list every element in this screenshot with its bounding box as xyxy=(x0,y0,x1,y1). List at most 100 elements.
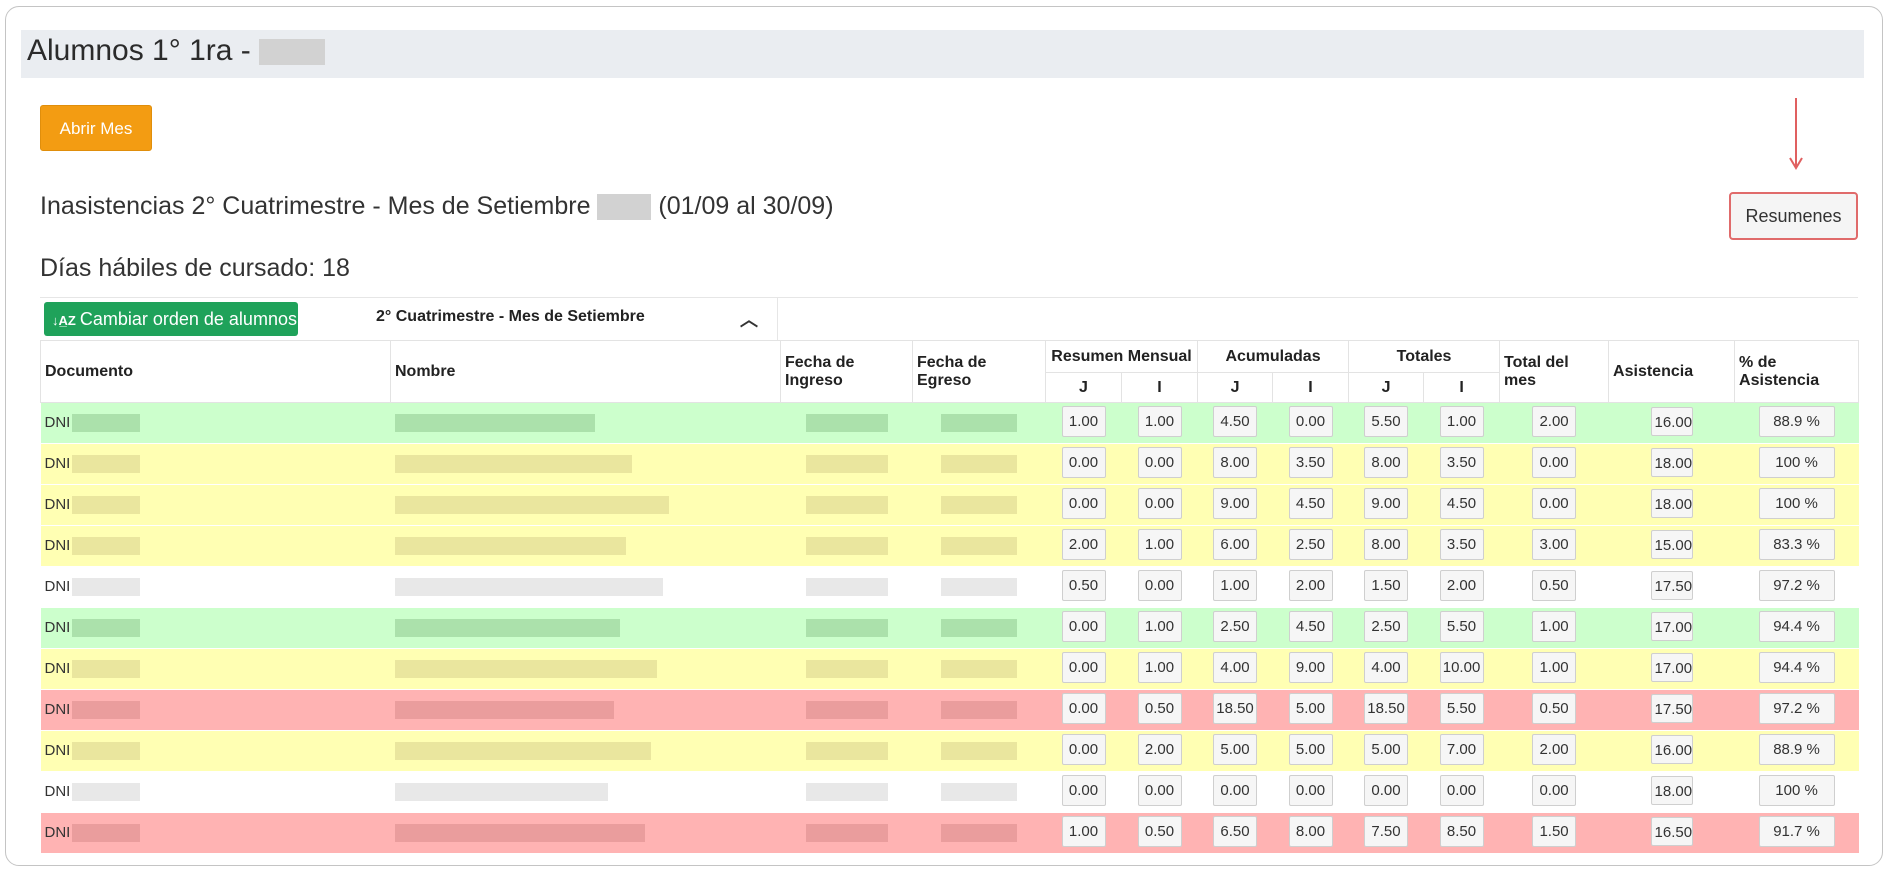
value-box-rm_j[interactable]: 0.00 xyxy=(1061,774,1106,806)
value-box-ac_i[interactable]: 2.00 xyxy=(1288,569,1333,601)
value-box-rm_i[interactable]: 1.00 xyxy=(1137,528,1182,560)
value-box-pct[interactable]: 94.4 % xyxy=(1758,651,1835,683)
value-box-rm_j[interactable]: 0.50 xyxy=(1061,569,1106,601)
value-box-ac_i[interactable]: 8.00 xyxy=(1288,815,1333,847)
header-total-mes[interactable]: Total del mes xyxy=(1499,340,1610,403)
value-box-rm_j[interactable]: 2.00 xyxy=(1061,528,1106,560)
value-box-rm_i[interactable]: 1.00 xyxy=(1137,405,1182,437)
value-box-to_i[interactable]: 1.00 xyxy=(1439,405,1484,437)
value-box-asis[interactable]: 16.50 xyxy=(1650,816,1693,846)
value-box-ac_i[interactable]: 5.00 xyxy=(1288,733,1333,765)
value-box-pct[interactable]: 97.2 % xyxy=(1758,692,1835,724)
value-box-pct[interactable]: 100 % xyxy=(1758,446,1835,478)
header-nombre[interactable]: Nombre xyxy=(390,340,781,403)
value-box-rm_j[interactable]: 1.00 xyxy=(1061,405,1106,437)
value-box-asis[interactable]: 17.00 xyxy=(1650,611,1693,641)
value-box-pct[interactable]: 88.9 % xyxy=(1758,733,1835,765)
value-box-rm_j[interactable]: 0.00 xyxy=(1061,610,1106,642)
value-box-to_i[interactable]: 5.50 xyxy=(1439,610,1484,642)
value-box-ac_j[interactable]: 8.00 xyxy=(1213,446,1258,478)
value-box-rm_j[interactable]: 0.00 xyxy=(1061,651,1106,683)
summaries-button[interactable]: Resumenes xyxy=(1729,192,1858,240)
value-box-rm_i[interactable]: 0.50 xyxy=(1137,815,1182,847)
value-box-asis[interactable]: 17.50 xyxy=(1650,693,1693,723)
value-box-to_j[interactable]: 7.50 xyxy=(1364,815,1409,847)
value-box-to_i[interactable]: 3.50 xyxy=(1439,446,1484,478)
value-box-pct[interactable]: 91.7 % xyxy=(1758,815,1835,847)
header-documento[interactable]: Documento xyxy=(40,340,391,403)
change-order-button[interactable]: ↓A̲Z Cambiar orden de alumnos xyxy=(44,302,298,336)
value-box-mes[interactable]: 0.50 xyxy=(1532,692,1577,724)
value-box-mes[interactable]: 0.50 xyxy=(1532,569,1577,601)
value-box-rm_i[interactable]: 2.00 xyxy=(1137,733,1182,765)
value-box-to_i[interactable]: 3.50 xyxy=(1439,528,1484,560)
value-box-ac_i[interactable]: 0.00 xyxy=(1288,774,1333,806)
value-box-pct[interactable]: 100 % xyxy=(1758,487,1835,519)
value-box-to_j[interactable]: 8.00 xyxy=(1364,446,1409,478)
value-box-mes[interactable]: 0.00 xyxy=(1532,774,1577,806)
value-box-ac_j[interactable]: 5.00 xyxy=(1213,733,1258,765)
value-box-ac_i[interactable]: 9.00 xyxy=(1288,651,1333,683)
value-box-to_j[interactable]: 5.00 xyxy=(1364,733,1409,765)
value-box-mes[interactable]: 1.50 xyxy=(1532,815,1577,847)
value-box-asis[interactable]: 18.00 xyxy=(1650,488,1693,518)
value-box-rm_i[interactable]: 0.00 xyxy=(1137,774,1182,806)
value-box-to_i[interactable]: 7.00 xyxy=(1439,733,1484,765)
value-box-ac_j[interactable]: 9.00 xyxy=(1213,487,1258,519)
value-box-pct[interactable]: 83.3 % xyxy=(1758,528,1835,560)
value-box-to_j[interactable]: 4.00 xyxy=(1364,651,1409,683)
value-box-rm_j[interactable]: 0.00 xyxy=(1061,692,1106,724)
value-box-asis[interactable]: 17.50 xyxy=(1650,570,1693,600)
header-asistencia[interactable]: Asistencia xyxy=(1608,340,1736,403)
value-box-pct[interactable]: 94.4 % xyxy=(1758,610,1835,642)
value-box-rm_i[interactable]: 0.00 xyxy=(1137,569,1182,601)
header-fecha-ingreso[interactable]: Fecha de Ingreso xyxy=(780,340,913,403)
value-box-ac_j[interactable]: 18.50 xyxy=(1213,692,1258,724)
value-box-asis[interactable]: 16.00 xyxy=(1650,406,1693,436)
value-box-ac_i[interactable]: 2.50 xyxy=(1288,528,1333,560)
value-box-to_i[interactable]: 2.00 xyxy=(1439,569,1484,601)
value-box-asis[interactable]: 17.00 xyxy=(1650,652,1693,682)
value-box-rm_i[interactable]: 1.00 xyxy=(1137,651,1182,683)
value-box-ac_j[interactable]: 6.00 xyxy=(1213,528,1258,560)
value-box-ac_i[interactable]: 5.00 xyxy=(1288,692,1333,724)
value-box-mes[interactable]: 0.00 xyxy=(1532,446,1577,478)
value-box-mes[interactable]: 1.00 xyxy=(1532,651,1577,683)
value-box-to_i[interactable]: 8.50 xyxy=(1439,815,1484,847)
value-box-ac_j[interactable]: 6.50 xyxy=(1213,815,1258,847)
value-box-asis[interactable]: 16.00 xyxy=(1650,734,1693,764)
value-box-rm_j[interactable]: 1.00 xyxy=(1061,815,1106,847)
value-box-asis[interactable]: 18.00 xyxy=(1650,775,1693,805)
open-month-button[interactable]: Abrir Mes xyxy=(40,105,152,151)
value-box-to_j[interactable]: 5.50 xyxy=(1364,405,1409,437)
value-box-mes[interactable]: 2.00 xyxy=(1532,733,1577,765)
value-box-pct[interactable]: 100 % xyxy=(1758,774,1835,806)
header-fecha-egreso[interactable]: Fecha de Egreso xyxy=(912,340,1046,403)
value-box-mes[interactable]: 0.00 xyxy=(1532,487,1577,519)
value-box-ac_i[interactable]: 3.50 xyxy=(1288,446,1333,478)
value-box-mes[interactable]: 1.00 xyxy=(1532,610,1577,642)
value-box-ac_j[interactable]: 0.00 xyxy=(1213,774,1258,806)
value-box-rm_i[interactable]: 0.00 xyxy=(1137,487,1182,519)
chevron-up-icon[interactable]: ︿ xyxy=(740,310,758,330)
value-box-rm_i[interactable]: 0.50 xyxy=(1137,692,1182,724)
value-box-mes[interactable]: 3.00 xyxy=(1532,528,1577,560)
value-box-to_i[interactable]: 5.50 xyxy=(1439,692,1484,724)
value-box-to_i[interactable]: 0.00 xyxy=(1439,774,1484,806)
value-box-ac_j[interactable]: 1.00 xyxy=(1213,569,1258,601)
value-box-rm_i[interactable]: 1.00 xyxy=(1137,610,1182,642)
value-box-mes[interactable]: 2.00 xyxy=(1532,405,1577,437)
value-box-pct[interactable]: 88.9 % xyxy=(1758,405,1835,437)
value-box-asis[interactable]: 18.00 xyxy=(1650,447,1693,477)
value-box-to_i[interactable]: 10.00 xyxy=(1439,651,1484,683)
value-box-ac_i[interactable]: 0.00 xyxy=(1288,405,1333,437)
value-box-to_j[interactable]: 1.50 xyxy=(1364,569,1409,601)
value-box-to_i[interactable]: 4.50 xyxy=(1439,487,1484,519)
value-box-to_j[interactable]: 8.00 xyxy=(1364,528,1409,560)
value-box-ac_j[interactable]: 4.00 xyxy=(1213,651,1258,683)
value-box-ac_j[interactable]: 4.50 xyxy=(1213,405,1258,437)
value-box-rm_j[interactable]: 0.00 xyxy=(1061,733,1106,765)
value-box-rm_i[interactable]: 0.00 xyxy=(1137,446,1182,478)
value-box-rm_j[interactable]: 0.00 xyxy=(1061,487,1106,519)
value-box-to_j[interactable]: 9.00 xyxy=(1364,487,1409,519)
